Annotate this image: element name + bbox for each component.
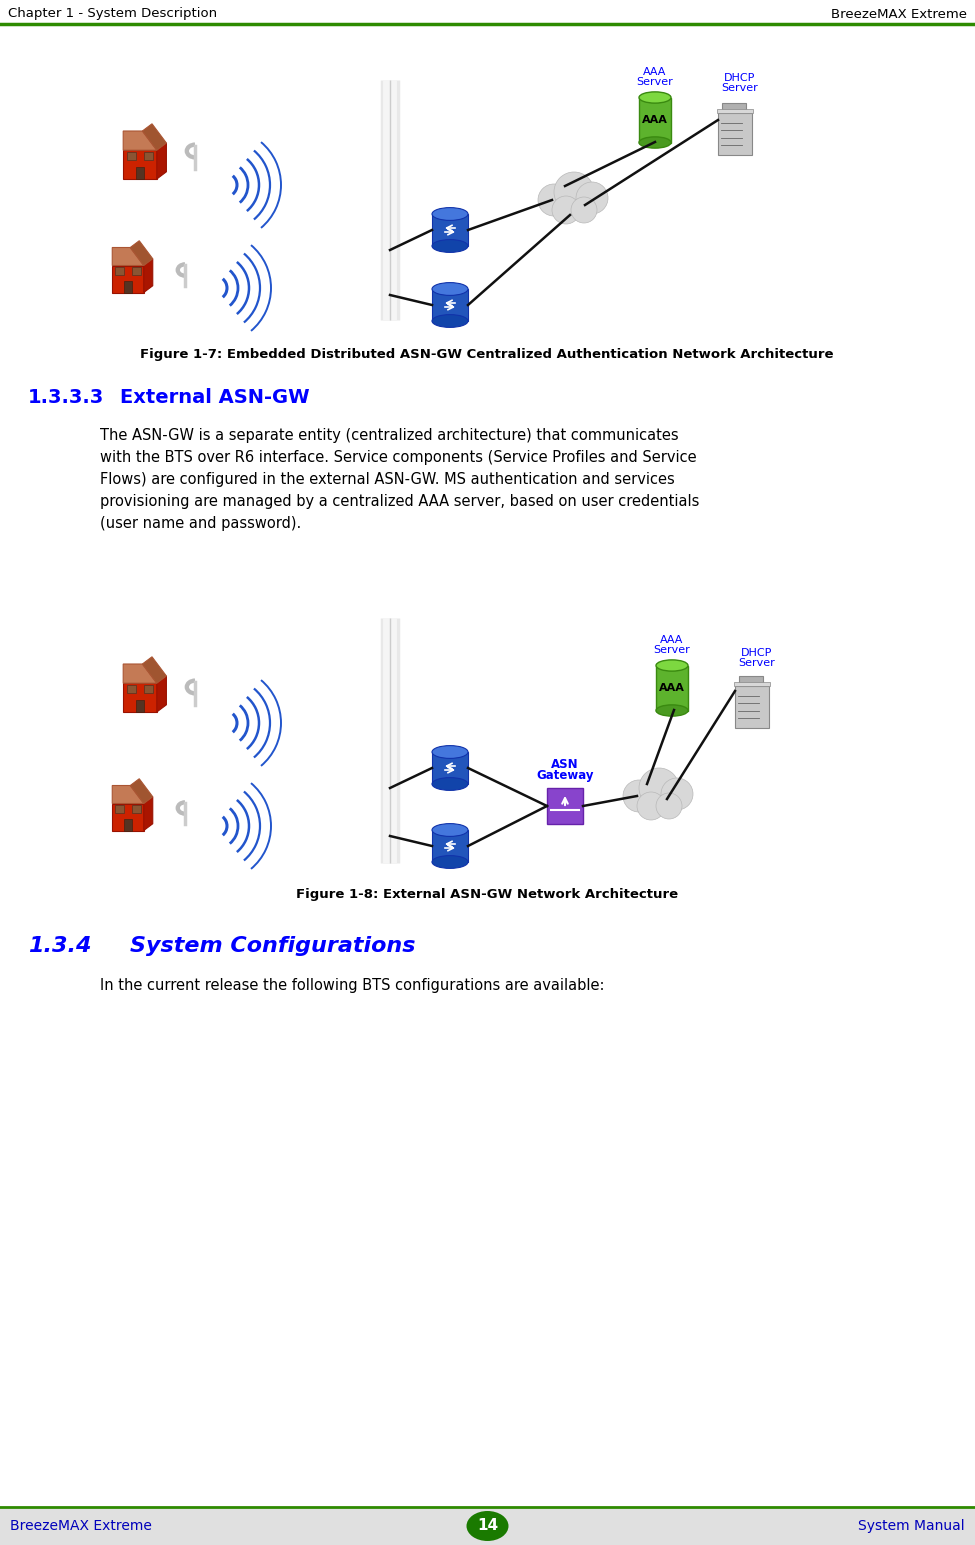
Text: System Manual: System Manual (858, 1519, 965, 1533)
Bar (125, 819, 132, 831)
Bar (734, 681, 770, 686)
Text: 1.3.3.3: 1.3.3.3 (28, 388, 104, 406)
Text: AAA: AAA (659, 683, 684, 694)
Bar (718, 113, 752, 154)
Circle shape (623, 780, 655, 813)
Bar (115, 267, 125, 275)
Circle shape (552, 196, 580, 224)
Text: DHCP: DHCP (741, 647, 772, 658)
Bar (735, 686, 769, 728)
Ellipse shape (432, 823, 468, 836)
Text: ASN: ASN (551, 757, 579, 771)
Polygon shape (157, 144, 167, 179)
Circle shape (656, 793, 682, 819)
Text: (user name and password).: (user name and password). (100, 516, 301, 531)
Text: BreezeMAX Extreme: BreezeMAX Extreme (10, 1519, 152, 1533)
Ellipse shape (384, 117, 396, 124)
Bar (547, 788, 583, 823)
Bar (0, 1506, 975, 1545)
Text: AAA: AAA (643, 114, 668, 125)
Polygon shape (112, 803, 143, 831)
Polygon shape (143, 797, 153, 831)
Text: Figure 1-8: External ASN-GW Network Architecture: Figure 1-8: External ASN-GW Network Arch… (296, 888, 678, 901)
Bar (125, 281, 132, 292)
Bar (136, 167, 144, 179)
Polygon shape (142, 657, 167, 683)
Text: Server: Server (653, 644, 690, 655)
Ellipse shape (432, 777, 468, 791)
Circle shape (637, 793, 665, 820)
Ellipse shape (432, 283, 468, 295)
Bar (432, 289, 468, 321)
Bar (136, 700, 144, 712)
Bar (384, 121, 396, 239)
Text: with the BTS over R6 interface. Service components (Service Profiles and Service: with the BTS over R6 interface. Service … (100, 450, 696, 465)
Text: provisioning are managed by a centralized AAA server, based on user credentials: provisioning are managed by a centralize… (100, 494, 699, 508)
Text: BreezeMAX Extreme: BreezeMAX Extreme (831, 8, 967, 20)
Bar (132, 267, 140, 275)
Circle shape (554, 171, 594, 212)
Polygon shape (143, 258, 153, 292)
Bar (722, 102, 746, 150)
Circle shape (639, 768, 679, 808)
Circle shape (661, 779, 693, 810)
Text: The ASN-GW is a separate entity (centralized architecture) that communicates: The ASN-GW is a separate entity (central… (100, 428, 679, 443)
Bar (432, 215, 468, 246)
Ellipse shape (639, 138, 671, 148)
Text: AAA: AAA (644, 66, 667, 77)
Polygon shape (123, 664, 157, 683)
Polygon shape (131, 779, 153, 803)
Bar (127, 151, 136, 159)
Polygon shape (112, 266, 143, 292)
Bar (144, 151, 153, 159)
Polygon shape (112, 785, 143, 803)
Text: In the current release the following BTS configurations are available:: In the current release the following BTS… (100, 978, 604, 993)
Text: Figure 1-7: Embedded Distributed ASN-GW Centralized Authentication Network Archi: Figure 1-7: Embedded Distributed ASN-GW … (140, 348, 834, 362)
Ellipse shape (432, 239, 468, 252)
Polygon shape (142, 124, 167, 150)
Ellipse shape (656, 660, 688, 671)
Polygon shape (112, 247, 143, 266)
Bar (656, 666, 688, 711)
Bar (717, 108, 753, 113)
Ellipse shape (466, 1511, 509, 1540)
Text: Server: Server (637, 77, 674, 87)
Text: Server: Server (739, 658, 775, 667)
Text: DHCP: DHCP (724, 73, 756, 83)
Bar (432, 752, 468, 783)
Circle shape (576, 182, 608, 215)
Bar (115, 805, 125, 813)
Bar (132, 805, 140, 813)
Text: Flows) are configured in the external ASN-GW. MS authentication and services: Flows) are configured in the external AS… (100, 473, 675, 487)
Ellipse shape (432, 746, 468, 759)
Text: Gateway: Gateway (536, 768, 594, 782)
Bar (432, 830, 468, 862)
Text: System Configurations: System Configurations (130, 936, 415, 956)
Circle shape (571, 198, 597, 222)
Bar (144, 684, 153, 692)
Ellipse shape (432, 207, 468, 221)
Text: Chapter 1 - System Description: Chapter 1 - System Description (8, 8, 217, 20)
Polygon shape (123, 683, 157, 712)
Text: AAA: AAA (660, 635, 683, 644)
Ellipse shape (432, 315, 468, 328)
Circle shape (538, 184, 570, 216)
Ellipse shape (432, 856, 468, 868)
Polygon shape (123, 131, 157, 150)
Polygon shape (123, 150, 157, 179)
Text: External ASN-GW: External ASN-GW (120, 388, 310, 406)
Text: 14: 14 (477, 1519, 498, 1534)
Bar (639, 97, 671, 142)
Bar (739, 675, 762, 723)
Circle shape (387, 195, 393, 201)
Ellipse shape (656, 705, 688, 717)
Text: 1.3.4: 1.3.4 (28, 936, 92, 956)
Ellipse shape (639, 91, 671, 104)
Polygon shape (157, 677, 167, 712)
Text: Server: Server (722, 83, 759, 93)
Polygon shape (131, 241, 153, 266)
Bar (127, 684, 136, 692)
